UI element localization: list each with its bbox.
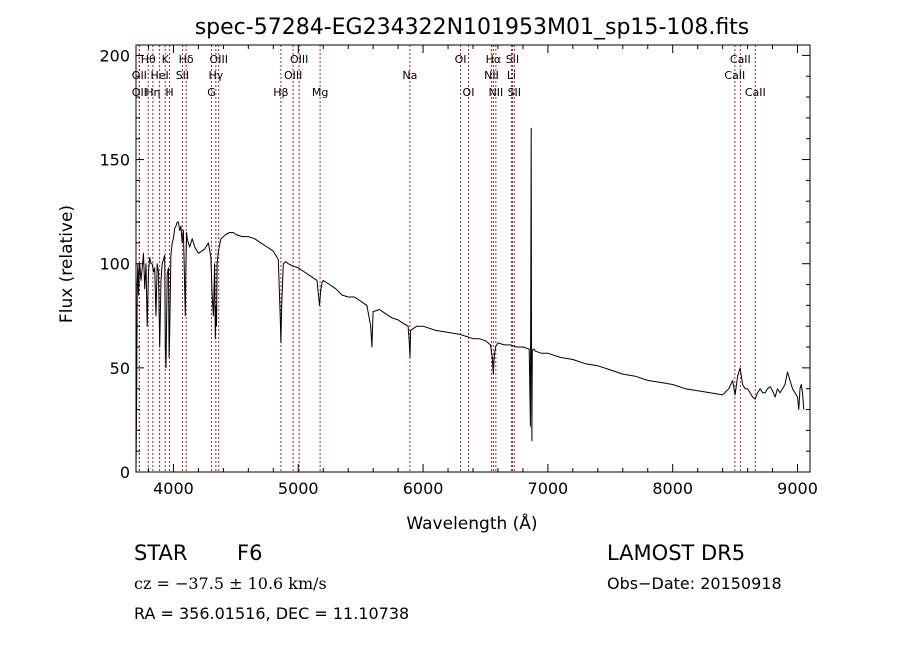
marker-label-7: Hδ	[179, 53, 194, 66]
marker-label-21: NII	[484, 69, 499, 82]
marker-label-8: SII	[176, 69, 189, 82]
y-tick-label: 150	[99, 151, 130, 170]
marker-label-10: Hγ	[208, 69, 223, 82]
marker-label-9: OIII	[210, 53, 228, 66]
marker-label-20: SII	[506, 53, 519, 66]
marker-label-26: CaII	[724, 69, 745, 82]
spectrum-chart: spec-57284-EG234322N101953M01_sp15-108.f…	[57, 15, 818, 534]
marker-label-4: K	[162, 53, 170, 66]
x-tick-label: 6000	[403, 479, 444, 498]
x-tick-label: 7000	[528, 479, 569, 498]
y-axis: 0 50 100 150 200	[99, 46, 810, 482]
marker-label-15: Mg	[312, 86, 328, 99]
y-axis-label: Flux (relative)	[57, 205, 77, 323]
marker-label-18: OI	[463, 86, 475, 99]
x-axis-label: Wavelength (Å)	[406, 512, 537, 534]
marker-label-17: OI	[455, 53, 467, 66]
x-tick-label: 9000	[777, 479, 818, 498]
x-tick-label: 5000	[278, 479, 319, 498]
y-tick-label: 50	[110, 359, 130, 378]
chart-title: spec-57284-EG234322N101953M01_sp15-108.f…	[195, 15, 750, 40]
marker-label-11: G	[207, 86, 216, 99]
marker-label-23: NII	[488, 86, 503, 99]
marker-label-24: SII	[508, 86, 521, 99]
marker-label-25: CaII	[730, 53, 751, 66]
marker-label-22: Li	[507, 69, 516, 82]
redshift-velocity: cz = −37.5 ± 10.6 km/s	[134, 574, 327, 593]
marker-label-13: OIII	[290, 53, 308, 66]
x-tick-label: 4000	[153, 479, 194, 498]
marker-label-12: Hβ	[273, 86, 288, 99]
coordinates: RA = 356.01516, DEC = 11.10738	[134, 604, 410, 623]
marker-label-5: HeI	[150, 69, 168, 82]
x-axis: 4000 5000 6000 7000 8000 9000	[147, 45, 818, 498]
marker-label-3: Hη	[145, 86, 160, 99]
observation-date: Obs−Date: 20150918	[607, 574, 782, 593]
marker-label-14: OIII	[284, 69, 302, 82]
spectrum-line	[135, 127, 805, 473]
marker-label-19: Hα	[486, 53, 502, 66]
marker-label-0: Hθ	[141, 53, 156, 66]
marker-label-6: H	[165, 86, 173, 99]
marker-label-16: Na	[402, 69, 417, 82]
y-tick-label: 0	[120, 463, 130, 482]
marker-label-27: CaII	[745, 86, 766, 99]
object-class: STAR	[134, 541, 188, 565]
survey-name: LAMOST DR5	[607, 541, 746, 565]
y-tick-label: 200	[99, 46, 130, 65]
x-tick-label: 8000	[652, 479, 693, 498]
plot-frame	[135, 44, 811, 473]
y-tick-label: 100	[99, 255, 130, 274]
object-subclass: F6	[237, 541, 263, 565]
